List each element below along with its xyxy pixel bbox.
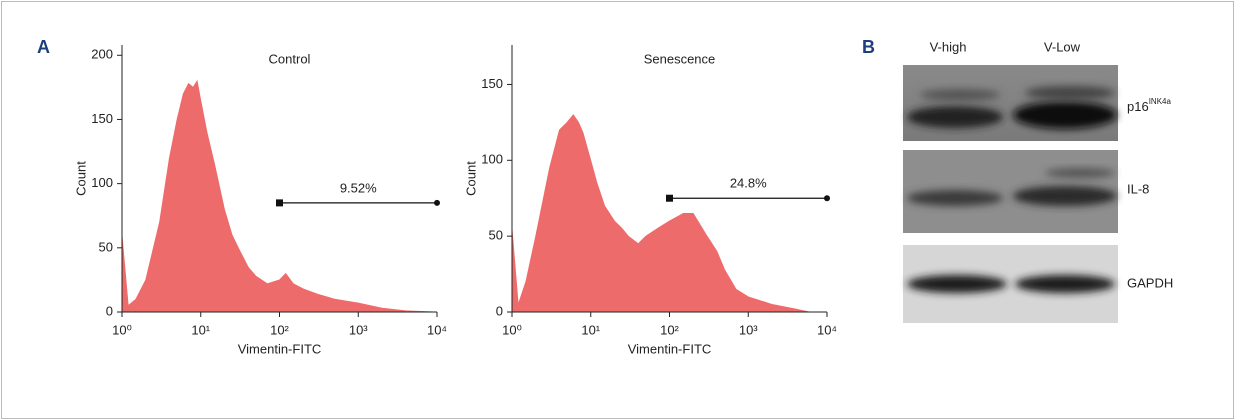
y-tick-label: 150 (91, 111, 113, 126)
blot-images (903, 65, 1118, 323)
gate-end (276, 199, 283, 207)
histogram-area (511, 114, 827, 313)
x-tick-label: 10⁴ (427, 322, 447, 337)
gate-label: 9.52% (340, 180, 377, 195)
x-tick-label: 10² (660, 322, 679, 337)
x-tick-label: 10⁰ (112, 322, 132, 337)
row-label: GAPDH (1127, 275, 1173, 290)
x-tick-label: 10³ (739, 322, 758, 337)
x-tick-label: 10⁰ (502, 322, 522, 337)
x-tick-label: 10¹ (581, 322, 600, 337)
y-tick-label: 50 (489, 228, 503, 243)
y-tick-label: 100 (481, 152, 503, 167)
y-tick-label: 0 (496, 303, 503, 318)
x-tick-label: 10¹ (191, 322, 210, 337)
panel-label: B (862, 37, 875, 57)
y-tick-label: 100 (91, 175, 113, 190)
y-tick-label: 150 (481, 76, 503, 91)
y-axis-label: Count (73, 161, 88, 196)
histogram-area (121, 79, 438, 313)
row-label: p16INK4a (1127, 97, 1171, 114)
y-axis-label: Count (463, 161, 478, 196)
x-tick-label: 10⁴ (817, 322, 837, 337)
y-tick-label: 200 (91, 47, 113, 62)
gate-end (824, 195, 830, 202)
gate-end (434, 199, 440, 206)
row-label: IL-8 (1127, 181, 1149, 196)
row-label-sup: INK4a (1149, 97, 1172, 106)
panel-label: A (37, 37, 50, 57)
lane-label: V-Low (1044, 39, 1081, 54)
chart-title: Senescence (644, 51, 716, 66)
y-tick-label: 50 (99, 239, 113, 254)
x-tick-label: 10² (270, 322, 289, 337)
row-label-main: p16 (1127, 99, 1149, 114)
x-axis-label: Vimentin-FITC (238, 341, 322, 356)
gate-label: 24.8% (730, 176, 767, 191)
lane-label: V-high (930, 39, 967, 54)
x-axis-label: Vimentin-FITC (628, 341, 712, 356)
y-tick-label: 0 (106, 303, 113, 318)
gate-end (666, 194, 673, 202)
x-tick-label: 10³ (349, 322, 368, 337)
chart-title: Control (269, 51, 311, 66)
